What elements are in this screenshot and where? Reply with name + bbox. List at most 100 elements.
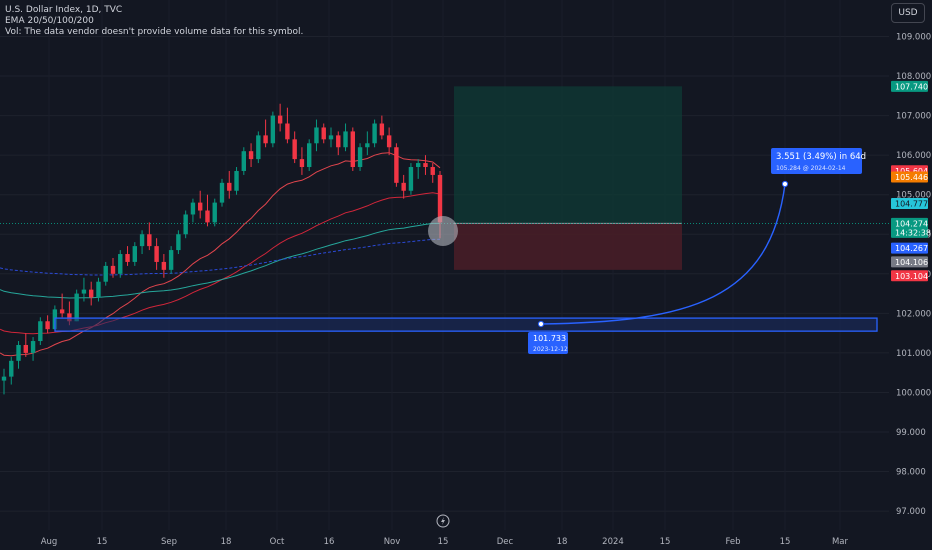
- candle[interactable]: [110, 257, 116, 278]
- candle[interactable]: [139, 230, 145, 255]
- time-tick-label: 18: [221, 537, 232, 547]
- candle[interactable]: [183, 210, 188, 239]
- candle[interactable]: [89, 281, 94, 306]
- candle[interactable]: [125, 246, 130, 266]
- candle[interactable]: [212, 198, 217, 227]
- ema-indicator-label[interactable]: EMA 20/50/100/200: [5, 16, 94, 26]
- projection-start-point[interactable]: [537, 320, 545, 328]
- time-axis[interactable]: Aug 15 Sep 18 Oct 16 Nov 15 Dec 18 2024 15 Feb 15 Mar: [41, 537, 849, 547]
- candle[interactable]: [205, 194, 210, 227]
- candle[interactable]: [198, 190, 203, 219]
- time-tick-label: 15: [660, 537, 671, 547]
- candle[interactable]: [401, 174, 406, 199]
- candle[interactable]: [23, 333, 28, 357]
- projection-target-text: 105.284 @ 2024-02-14: [776, 165, 846, 172]
- projection-start-value: 101.733: [533, 334, 566, 343]
- candle[interactable]: [372, 119, 377, 148]
- candle[interactable]: [299, 147, 305, 175]
- candle[interactable]: [430, 163, 435, 183]
- price-tick-label: 109.000: [896, 33, 931, 43]
- candle[interactable]: [147, 222, 152, 251]
- candle[interactable]: [74, 289, 79, 322]
- candle[interactable]: [103, 261, 108, 286]
- candle[interactable]: [277, 103, 283, 132]
- price-badge-value: 104.106: [895, 258, 928, 267]
- time-tick-label: Aug: [41, 537, 58, 547]
- candle[interactable]: [16, 341, 21, 369]
- candle[interactable]: [219, 178, 225, 207]
- price-badge-value: 104.267: [895, 244, 928, 253]
- time-tick-label: 15: [97, 537, 108, 547]
- candle[interactable]: [292, 131, 297, 164]
- candle[interactable]: [118, 250, 123, 278]
- candle[interactable]: [386, 127, 392, 156]
- candle[interactable]: [256, 131, 261, 164]
- candle[interactable]: [241, 147, 246, 175]
- candle[interactable]: [30, 337, 36, 361]
- long-position-stop-zone[interactable]: [454, 223, 682, 270]
- candle[interactable]: [321, 123, 326, 144]
- candle[interactable]: [161, 254, 167, 278]
- candle[interactable]: [248, 143, 254, 168]
- lightning-icon[interactable]: [436, 514, 450, 528]
- candle[interactable]: [227, 170, 232, 199]
- projection-end-point[interactable]: [781, 180, 789, 188]
- volume-indicator-label[interactable]: Vol: The data vendor doesn't provide vol…: [5, 27, 304, 37]
- candle[interactable]: [416, 159, 421, 179]
- price-tick-label: 108.000: [896, 72, 931, 82]
- candle[interactable]: [96, 277, 101, 302]
- candle[interactable]: [1, 368, 7, 395]
- candle[interactable]: [9, 356, 14, 385]
- candle[interactable]: [307, 139, 312, 171]
- price-tick-label: 97.000: [896, 507, 926, 517]
- ema-50-line[interactable]: [0, 192, 441, 335]
- time-tick-label: 18: [557, 537, 568, 547]
- price-badge: 103.104: [891, 270, 928, 282]
- candle[interactable]: [263, 119, 268, 148]
- candle[interactable]: [154, 238, 159, 270]
- ema-100-line[interactable]: [0, 222, 440, 299]
- projection-end-label: 3.551 (3.49%) in 64d 105.284 @ 2024-02-1…: [771, 148, 866, 174]
- candle[interactable]: [357, 143, 363, 171]
- countdown-timer: 14:32:38: [895, 228, 931, 237]
- ema-20-line[interactable]: [0, 152, 441, 357]
- long-position-target-zone[interactable]: [454, 86, 682, 224]
- candle[interactable]: [270, 111, 276, 148]
- candle[interactable]: [59, 293, 65, 318]
- projection-curve[interactable]: [540, 183, 786, 325]
- candle[interactable]: [38, 317, 43, 345]
- price-badge-value: 107.740: [895, 82, 928, 91]
- candle[interactable]: [350, 127, 355, 171]
- support-zone-box[interactable]: [54, 317, 878, 332]
- candle[interactable]: [408, 163, 414, 195]
- ema-200-line[interactable]: [0, 238, 441, 276]
- candle[interactable]: [81, 277, 87, 302]
- candle[interactable]: [336, 131, 341, 156]
- candle[interactable]: [343, 123, 348, 152]
- candle[interactable]: [176, 230, 181, 255]
- candle[interactable]: [328, 127, 334, 148]
- highlight-circle[interactable]: [428, 216, 458, 246]
- candle[interactable]: [168, 246, 174, 274]
- candle[interactable]: [190, 198, 196, 223]
- price-tick-label: 100.000: [896, 388, 931, 398]
- price-tick-label: 105.000: [896, 191, 931, 201]
- candle[interactable]: [365, 131, 370, 156]
- candle[interactable]: [45, 315, 50, 334]
- symbol-title[interactable]: U.S. Dollar Index, 1D, TVC: [5, 5, 123, 15]
- candle[interactable]: [234, 167, 239, 195]
- candle[interactable]: [285, 107, 290, 144]
- candlesticks[interactable]: [1, 103, 443, 395]
- candle[interactable]: [394, 143, 399, 187]
- price-badge-value: 103.104: [895, 272, 928, 281]
- candle[interactable]: [379, 115, 385, 140]
- candle[interactable]: [314, 119, 319, 152]
- currency-button[interactable]: USD: [891, 3, 925, 23]
- candle[interactable]: [132, 242, 137, 266]
- price-tick-label: 98.000: [896, 468, 926, 478]
- candle[interactable]: [423, 155, 428, 175]
- price-axis[interactable]: 109.000108.000107.000106.000105.000104.0…: [896, 33, 931, 518]
- price-tick-label: 101.000: [896, 349, 931, 359]
